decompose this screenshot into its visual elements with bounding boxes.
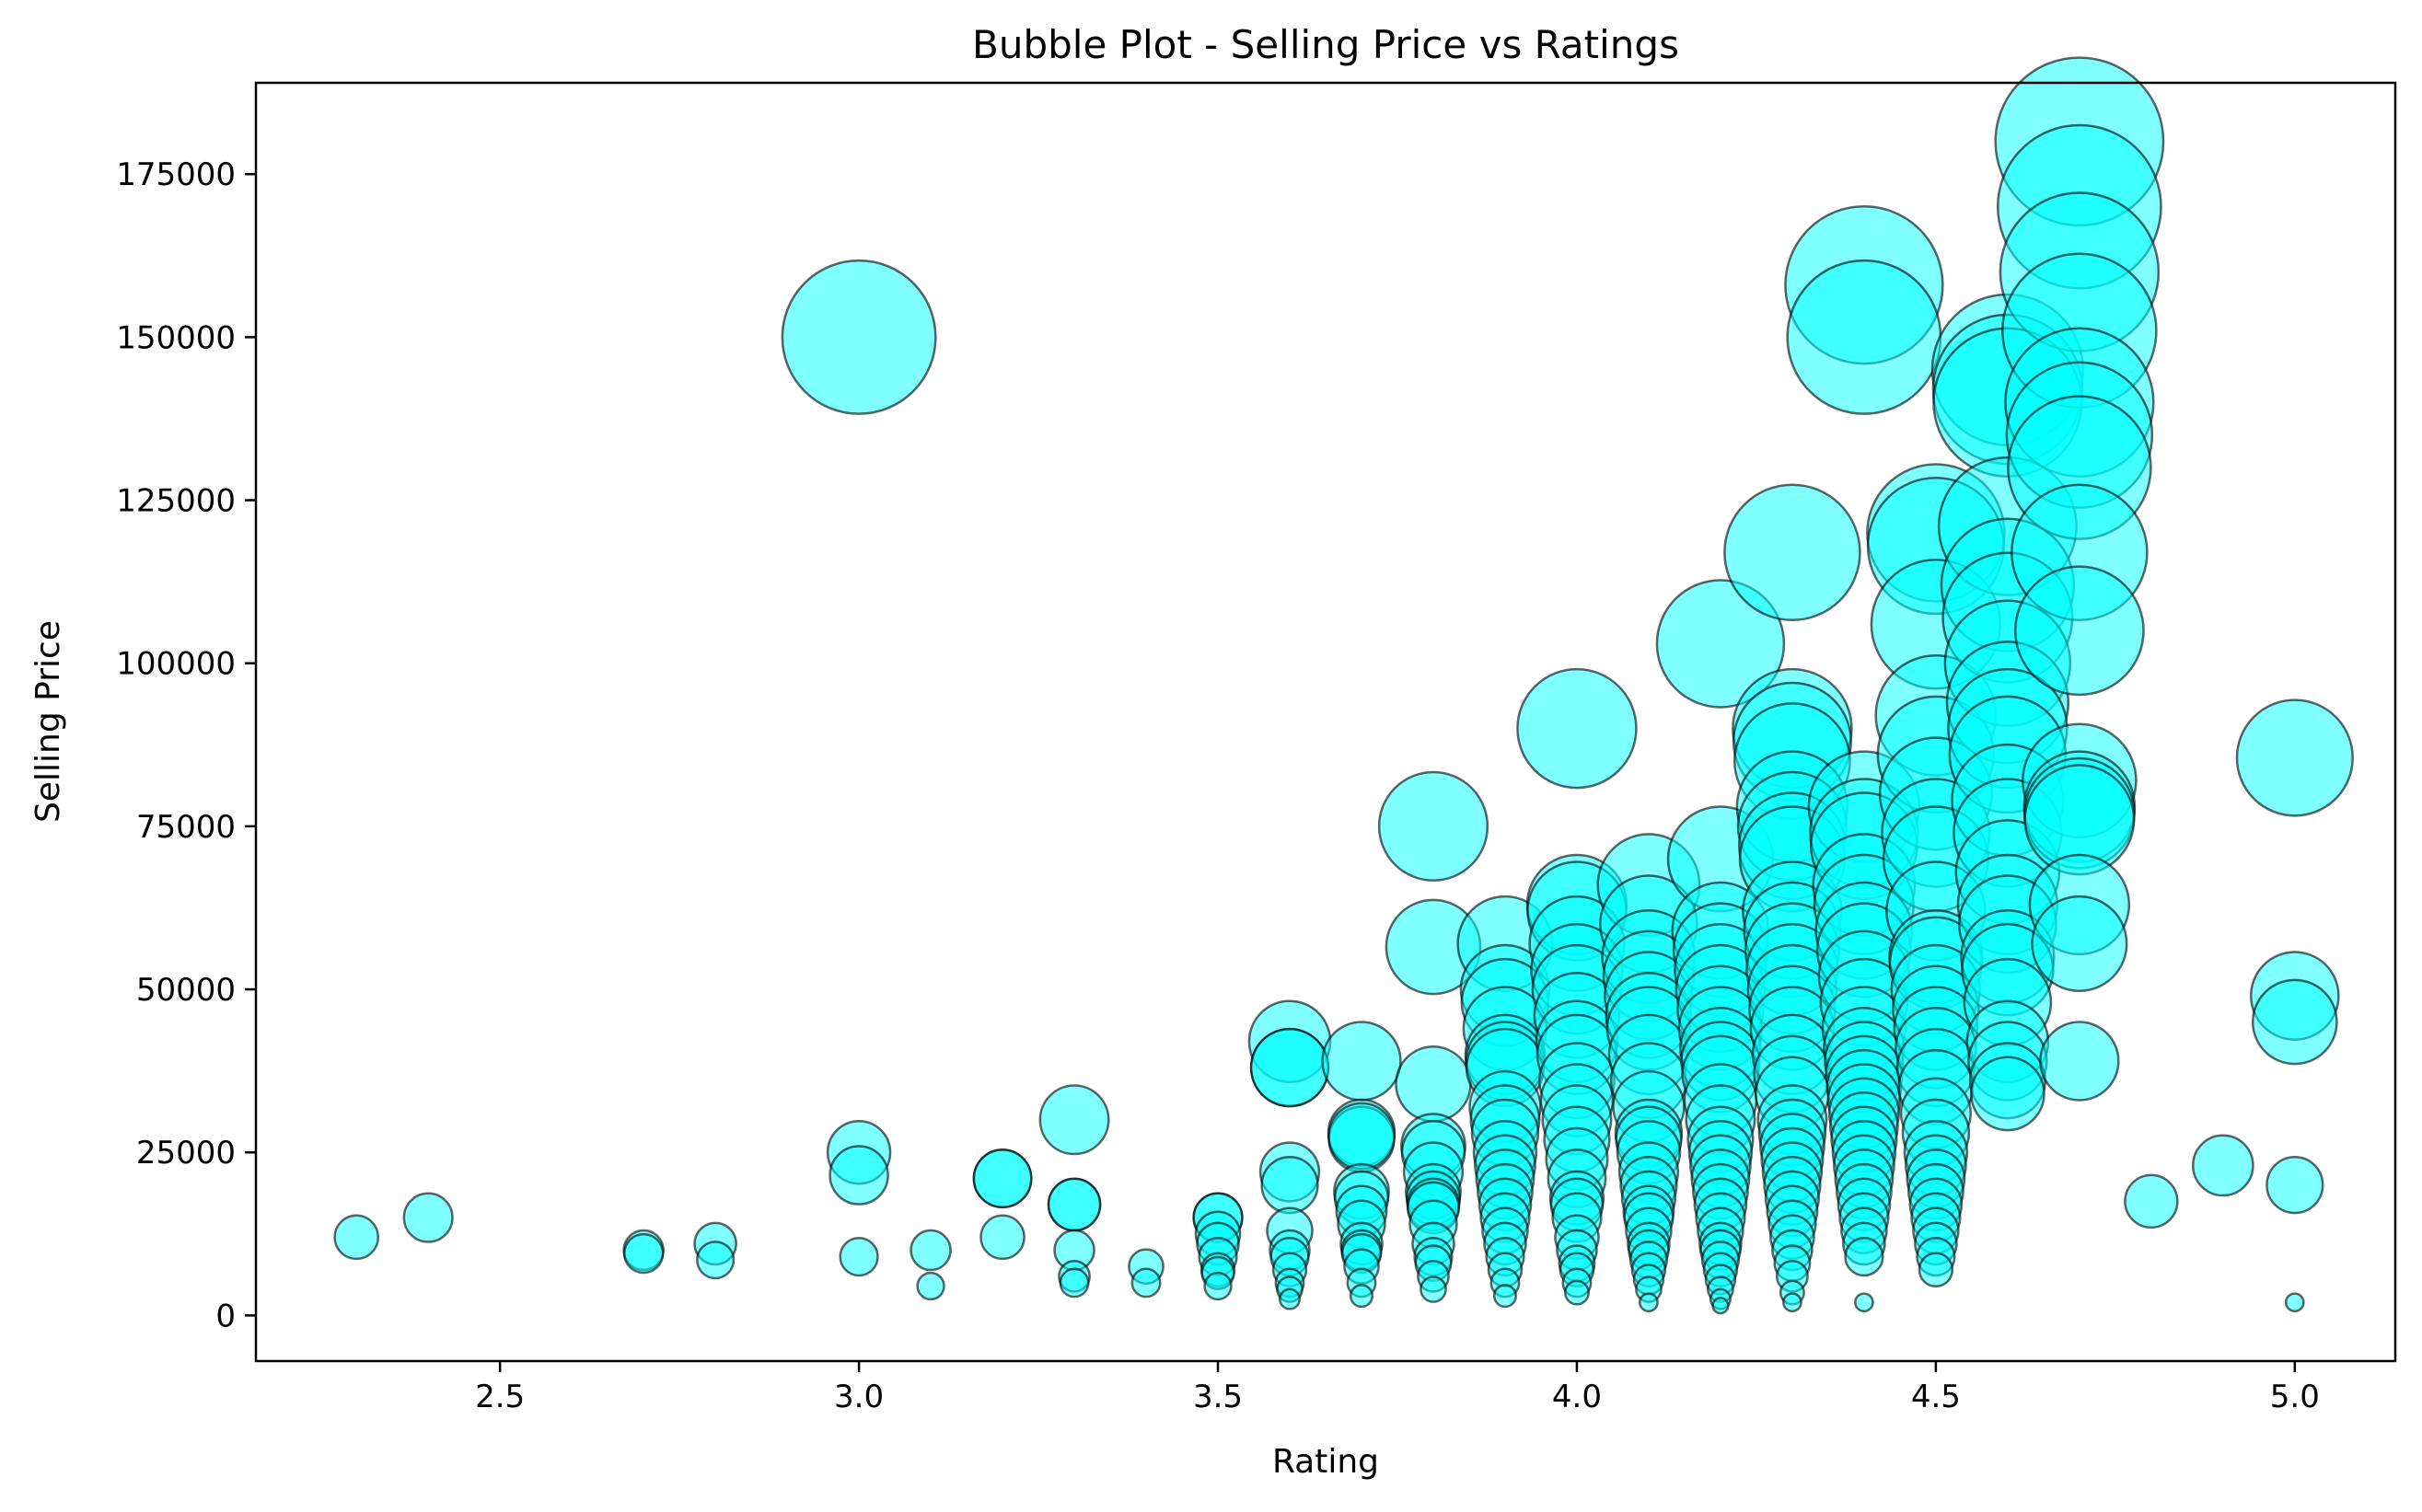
bubble-point-296 — [2013, 565, 2145, 697]
bubble-point-302 — [2031, 895, 2128, 993]
plot-frame — [254, 81, 2397, 1363]
bubble-point-20 — [1059, 1267, 1090, 1298]
bubble-point-305 — [2191, 1134, 2254, 1197]
bubble-point-10 — [910, 1229, 952, 1272]
bubble-point-308 — [2251, 978, 2338, 1066]
bubble-point-174 — [1723, 483, 1861, 622]
bubble-point-236 — [1854, 1292, 1874, 1313]
bubble-point-173 — [1711, 1297, 1730, 1315]
bubble-point-208 — [1786, 259, 1942, 415]
bubble-point-9 — [839, 1236, 879, 1277]
bubble-point-33 — [1249, 1027, 1330, 1108]
x-tick-label: 3.0 — [834, 1379, 884, 1415]
x-tick-label: 4.5 — [1911, 1379, 1961, 1415]
bubble-point-6 — [781, 259, 937, 415]
x-tick-label: 5.0 — [2270, 1379, 2320, 1415]
bubble-point-17 — [1047, 1177, 1102, 1232]
bubble-point-56 — [1349, 1284, 1374, 1309]
bubble-point-265 — [1918, 1252, 1954, 1288]
bubble-point-94 — [1492, 1284, 1517, 1309]
bubble-point-304 — [2124, 1173, 2179, 1229]
y-tick-label: 50000 — [136, 972, 236, 1009]
bubble-point-303 — [2039, 1021, 2120, 1102]
y-tick-label: 125000 — [116, 483, 236, 520]
bubble-point-43 — [1321, 1021, 1402, 1102]
bubble-point-46 — [1327, 1102, 1396, 1171]
bubble-point-30 — [1203, 1271, 1233, 1301]
chart-title: Bubble Plot - Selling Price vs Ratings — [972, 22, 1679, 67]
bubbles-layer — [333, 56, 2354, 1315]
x-tick-label: 3.5 — [1193, 1379, 1243, 1415]
bubble-point-306 — [2235, 698, 2354, 817]
bubble-point-287 — [1969, 1056, 2045, 1132]
bubble-point-310 — [2284, 1292, 2305, 1313]
y-tick-label: 25000 — [136, 1135, 236, 1172]
bubble-point-118 — [1563, 1279, 1590, 1306]
x-tick-label: 2.5 — [475, 1379, 525, 1415]
y-tick-label: 0 — [215, 1298, 236, 1334]
x-axis-label: Rating — [1272, 1443, 1379, 1481]
bubble-point-14 — [979, 1214, 1026, 1261]
y-tick-label: 175000 — [116, 156, 236, 193]
bubble-point-144 — [1639, 1292, 1659, 1313]
y-axis-label: Selling Price — [29, 620, 67, 823]
bubble-point-235 — [1844, 1236, 1884, 1277]
y-tick-label: 150000 — [116, 319, 236, 356]
bubble-point-206 — [1782, 1292, 1802, 1313]
bubble-point-1 — [402, 1192, 454, 1243]
bubble-point-35 — [1260, 1156, 1319, 1215]
x-tick-label: 4.0 — [1552, 1379, 1602, 1415]
ticks-layer: 2.5 3.0 3.5 4.0 4.5 5.0 0 25000 50000 75000 100000… — [116, 156, 2320, 1415]
bubble-point-22 — [1130, 1267, 1162, 1298]
y-tick-label: 75000 — [136, 809, 236, 846]
bubble-point-11 — [916, 1271, 945, 1301]
bubble-point-57 — [1377, 770, 1489, 883]
bubble-point-72 — [1420, 1275, 1447, 1303]
y-tick-label: 100000 — [116, 646, 236, 683]
bubble-point-95 — [1516, 667, 1638, 790]
bubble-point-59 — [1395, 1045, 1472, 1123]
bubble-point-309 — [2266, 1156, 2324, 1215]
bubble-point-13 — [972, 1148, 1033, 1208]
bubble-point-5 — [696, 1241, 736, 1280]
bubble-point-15 — [1038, 1084, 1110, 1156]
bubble-point-42 — [1279, 1287, 1302, 1310]
bubble-point-3 — [622, 1232, 665, 1275]
bubble-point-145 — [1655, 579, 1786, 709]
bubble-point-0 — [333, 1214, 379, 1261]
bubble-point-8 — [829, 1145, 889, 1206]
